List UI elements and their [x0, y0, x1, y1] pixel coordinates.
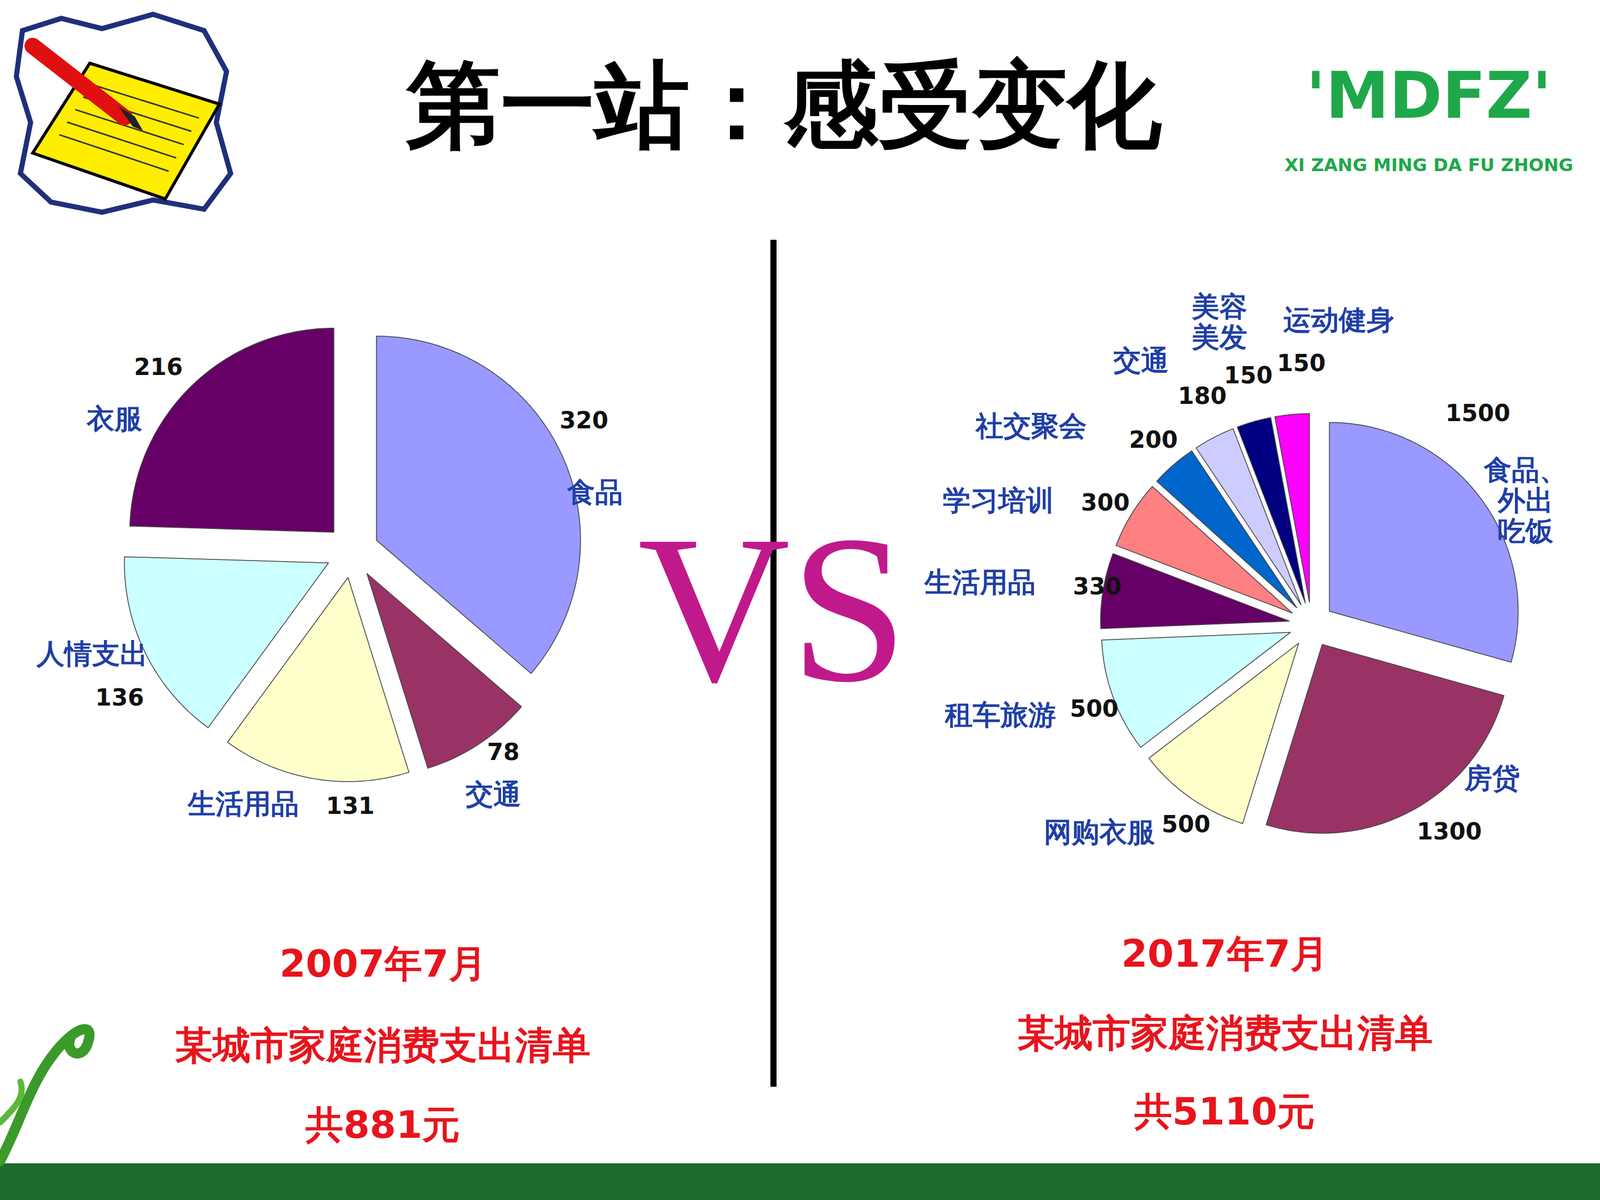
svg-text:某城市家庭消费支出清单: 某城市家庭消费支出清单: [1017, 1011, 1433, 1055]
svg-text:交通: 交通: [465, 778, 522, 811]
svg-text:78: 78: [487, 738, 520, 766]
svg-text:学习培训: 学习培训: [942, 484, 1054, 517]
svg-text:美容美发: 美容美发: [1191, 290, 1248, 354]
svg-text:2007年7月: 2007年7月: [279, 941, 487, 986]
svg-text:330: 330: [1072, 572, 1122, 600]
svg-text:VS: VS: [637, 491, 908, 726]
svg-text:300: 300: [1081, 488, 1130, 517]
svg-text:200: 200: [1128, 426, 1178, 454]
svg-text:运动健身: 运动健身: [1283, 303, 1395, 337]
svg-text:房贷: 房贷: [1463, 762, 1520, 795]
svg-text:食品: 食品: [566, 476, 623, 509]
svg-text:2017年7月: 2017年7月: [1121, 931, 1329, 976]
svg-text:某城市家庭消费支出清单: 某城市家庭消费支出清单: [175, 1023, 591, 1068]
svg-text:180: 180: [1177, 382, 1227, 410]
svg-text:136: 136: [95, 683, 145, 712]
svg-text:第一站：感受变化: 第一站：感受变化: [405, 50, 1163, 160]
svg-text:食品、外出吃饭: 食品、外出吃饭: [1483, 453, 1568, 548]
svg-text:生活用品: 生活用品: [186, 787, 299, 820]
svg-text:衣服: 衣服: [86, 402, 143, 435]
svg-text:150: 150: [1277, 349, 1327, 377]
svg-text:500: 500: [1161, 810, 1211, 838]
svg-text:216: 216: [133, 353, 183, 381]
svg-text:500: 500: [1070, 695, 1119, 723]
svg-text:1300: 1300: [1416, 817, 1482, 845]
svg-text:租车旅游: 租车旅游: [943, 698, 1057, 732]
svg-text:网购衣服: 网购衣服: [1043, 816, 1156, 849]
svg-text:生活用品: 生活用品: [923, 566, 1036, 599]
svg-text:共5110元: 共5110元: [1133, 1089, 1315, 1134]
svg-text:交通: 交通: [1112, 344, 1169, 377]
svg-text:人情支出: 人情支出: [36, 637, 148, 670]
svg-text:XI ZANG MING DA FU ZHONG: XI ZANG MING DA FU ZHONG: [1284, 154, 1574, 176]
svg-text:320: 320: [559, 406, 609, 434]
svg-text:1500: 1500: [1445, 399, 1511, 427]
svg-text:150: 150: [1223, 361, 1273, 389]
svg-text:'MDFZ': 'MDFZ': [1306, 58, 1552, 133]
svg-text:131: 131: [326, 792, 375, 820]
svg-text:共881元: 共881元: [305, 1102, 460, 1147]
svg-text:社交聚会: 社交聚会: [974, 410, 1087, 443]
